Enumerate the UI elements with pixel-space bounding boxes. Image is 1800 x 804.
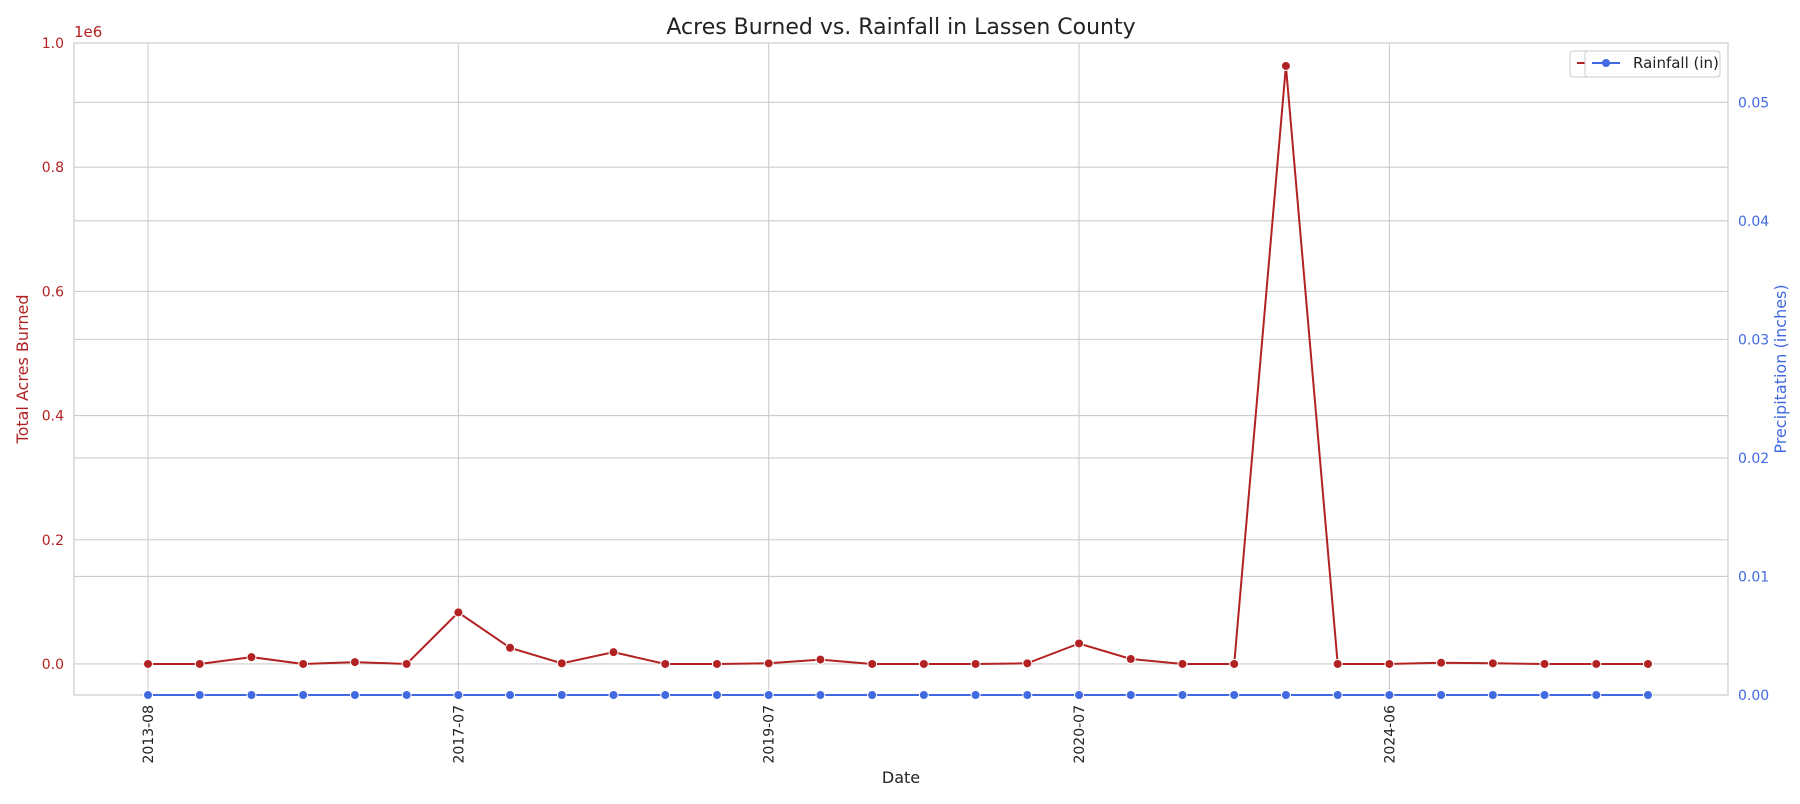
acres-burned-point xyxy=(194,658,205,669)
x-tick-label: 2013-08 xyxy=(141,705,157,764)
acres-burned-point xyxy=(608,647,619,658)
acres-burned-point xyxy=(401,658,412,669)
acres-burned-point xyxy=(918,658,929,669)
rainfall-point xyxy=(1022,690,1033,700)
rainfall-point xyxy=(1332,690,1343,700)
right-y-tick-label: 0.05 xyxy=(1738,95,1769,111)
acres-burned-point xyxy=(815,654,826,665)
acres-burned-point xyxy=(505,642,516,653)
rainfall-point xyxy=(1591,690,1602,700)
rainfall-point xyxy=(1539,690,1550,700)
rainfall-point xyxy=(918,690,929,700)
grid-layer xyxy=(74,42,1728,696)
chart-title: Acres Burned vs. Rainfall in Lassen Coun… xyxy=(666,15,1135,40)
acres-burned-point xyxy=(763,658,774,669)
acres-burned-point xyxy=(1280,60,1291,71)
acres-burned-point xyxy=(1487,658,1498,669)
axes-layer: 0.0 0.2 0.4 0.6 0.8 1.0 0.00 0.01 0.02 0.03 0.04 0.… xyxy=(42,36,1770,764)
right-y-tick-label: 0.04 xyxy=(1738,214,1769,230)
acres-burned-point xyxy=(143,658,153,669)
rainfall-point xyxy=(711,690,722,700)
x-tick-label: 2017-07 xyxy=(451,705,467,764)
rainfall-point xyxy=(970,690,981,700)
rainfall-point xyxy=(298,690,309,700)
plot-frame xyxy=(73,42,1729,696)
legend-dot-rainfall xyxy=(1602,59,1610,67)
acres-burned-point xyxy=(1332,658,1343,669)
right-y-tick-label: 0.00 xyxy=(1738,688,1769,704)
rainfall-point xyxy=(556,690,567,700)
acres-burned-point xyxy=(1384,658,1395,669)
left-y-offset-text: 1e6 xyxy=(74,23,102,41)
acres-burned-point xyxy=(453,607,464,618)
legend-box-front xyxy=(1584,50,1721,78)
right-y-tick-label: 0.02 xyxy=(1738,451,1769,467)
left-y-tick-label: 0.2 xyxy=(42,533,64,549)
acres-burned-point xyxy=(1229,658,1240,669)
acres-burned-point xyxy=(1074,638,1085,649)
rainfall-point xyxy=(349,690,360,700)
legend: Rainfall (in) xyxy=(1569,50,1721,78)
acres-burned-point xyxy=(349,657,360,668)
rainfall-point xyxy=(143,690,153,700)
acres-burned-point xyxy=(1177,658,1188,669)
acres-burned-point xyxy=(556,658,567,669)
rainfall-point xyxy=(1384,690,1395,700)
left-y-axis-label: Total Acres Burned xyxy=(13,295,32,445)
rainfall-point xyxy=(453,690,464,700)
rainfall-point xyxy=(815,690,826,700)
acres-burned-point xyxy=(867,658,878,669)
rainfall-point xyxy=(763,690,774,700)
rainfall-point xyxy=(1487,690,1498,700)
rainfall-point xyxy=(1177,690,1188,700)
left-y-tick-label: 0.8 xyxy=(42,160,64,176)
acres-burned-point xyxy=(1125,653,1136,664)
left-y-tick-label: 0.0 xyxy=(42,657,64,673)
acres-burned-point xyxy=(1436,657,1447,668)
rainfall-point xyxy=(1074,690,1085,700)
rainfall-point xyxy=(1229,690,1240,700)
rainfall-point xyxy=(246,690,257,700)
right-y-tick-label: 0.03 xyxy=(1738,332,1769,348)
rainfall-point xyxy=(1643,690,1653,700)
rainfall-point xyxy=(867,690,878,700)
acres-burned-point xyxy=(1643,658,1653,669)
rainfall-point xyxy=(401,690,412,700)
acres-burned-point xyxy=(1022,658,1033,669)
acres-burned-point xyxy=(298,658,309,669)
left-y-tick-label: 0.4 xyxy=(42,409,64,425)
x-axis-label: Date xyxy=(882,768,920,787)
right-y-tick-label: 0.01 xyxy=(1738,569,1769,585)
rainfall-point xyxy=(1436,690,1447,700)
x-tick-label: 2020-07 xyxy=(1072,705,1088,764)
rainfall-point xyxy=(608,690,619,700)
acres-burned-point xyxy=(1591,658,1602,669)
acres-burned-point xyxy=(660,658,671,669)
left-y-tick-label: 0.6 xyxy=(42,284,64,300)
series-layer xyxy=(143,60,1653,700)
rainfall-point xyxy=(1125,690,1136,700)
legend-label-rainfall: Rainfall (in) xyxy=(1633,54,1719,72)
acres-burned-point xyxy=(246,652,257,663)
x-tick-label: 2019-07 xyxy=(762,705,778,764)
rainfall-point xyxy=(194,690,205,700)
rainfall-point xyxy=(660,690,671,700)
x-tick-label: 2024-06 xyxy=(1382,705,1398,764)
acres-burned-point xyxy=(970,658,981,669)
left-y-tick-label: 1.0 xyxy=(42,36,64,52)
acres-burned-line xyxy=(148,65,1648,666)
right-y-axis-label: Precipitation (inches) xyxy=(1771,284,1790,453)
acres-burned-point xyxy=(1539,658,1550,669)
acres-burned-point xyxy=(711,658,722,669)
rainfall-point xyxy=(505,690,516,700)
rainfall-point xyxy=(1280,690,1291,700)
